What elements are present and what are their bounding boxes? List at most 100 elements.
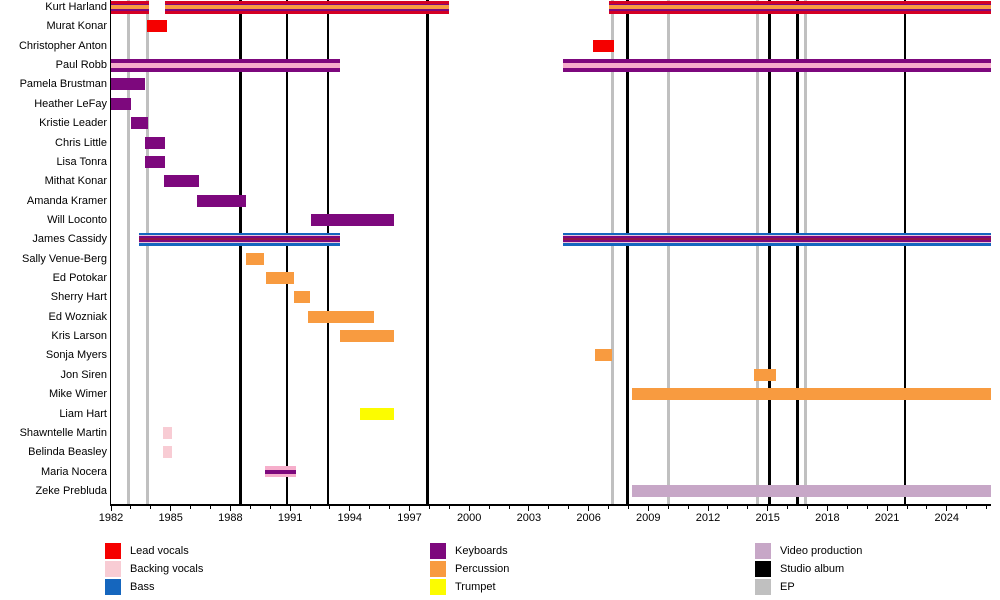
legend-swatch-purple [430, 543, 446, 559]
legend-label: Studio album [780, 563, 845, 575]
member-bar [162, 446, 172, 459]
legend-swatch-blue [105, 579, 121, 595]
x-axis-tick [986, 505, 988, 509]
x-axis-tick [787, 505, 789, 509]
legend-item: Studio album [755, 560, 1000, 578]
role-stripe-purple [111, 58, 340, 63]
role-stripe-red [146, 20, 167, 33]
x-axis-tick-label: 1988 [218, 512, 243, 524]
x-axis-tick [826, 505, 828, 511]
member-bar [359, 407, 394, 420]
role-stripe-purple [111, 67, 340, 72]
member-bar [130, 117, 148, 130]
legend-label: EP [780, 581, 795, 593]
x-axis-tick [667, 505, 669, 509]
member-bar [753, 368, 776, 381]
member-bar [162, 426, 172, 439]
role-stripe-orange [246, 252, 265, 265]
member-bar [163, 175, 199, 188]
role-stripe-blue [138, 232, 340, 236]
x-axis-tick-label: 2021 [874, 512, 900, 524]
x-axis-tick [289, 505, 291, 511]
legend-label: Backing vocals [130, 563, 204, 575]
legend-item: Percussion [430, 560, 690, 578]
legend-swatch-yellow [430, 579, 446, 595]
x-axis-tick [428, 505, 430, 509]
legend-label: Trumpet [455, 581, 496, 593]
role-stripe-purple [562, 240, 991, 243]
role-stripe-orange [111, 5, 149, 9]
x-axis-tick [707, 505, 709, 511]
member-bar [111, 78, 145, 91]
legend-swatch-ep [755, 579, 771, 595]
x-axis-tick [608, 505, 609, 509]
role-stripe-red2 [608, 0, 991, 4]
member-label: Sherry Hart [50, 291, 107, 304]
role-stripe-red_deep [138, 238, 340, 241]
x-axis-tick [508, 505, 510, 509]
x-axis-tick-label: 2006 [576, 512, 601, 524]
role-stripe-pink [162, 426, 172, 439]
role-stripe-purple [130, 117, 148, 130]
role-stripe-blue [562, 243, 991, 246]
x-axis-line [109, 504, 991, 506]
role-stripe-orange [632, 388, 991, 401]
member-label: Kris Larson [51, 330, 107, 343]
role-stripe-red [592, 39, 615, 52]
role-stripe-pink_line [562, 235, 991, 237]
x-axis-tick-label: 2003 [516, 512, 542, 524]
role-stripe-purple [265, 469, 297, 474]
role-stripe-pink_line [562, 242, 991, 244]
role-stripe-red2 [111, 0, 149, 4]
legend-item: Backing vocals [105, 560, 365, 578]
member-bar [246, 252, 265, 265]
member-label: Jon Siren [60, 368, 107, 381]
member-bar [265, 466, 297, 478]
member-bar [632, 485, 991, 497]
member-bar [308, 310, 374, 323]
role-stripe-orange [594, 349, 613, 362]
member-label: Mike Wimer [48, 388, 107, 401]
x-axis-tick [946, 505, 948, 511]
x-axis-tick-label: 1985 [158, 512, 183, 524]
legend-label: Bass [130, 581, 155, 593]
role-stripe-purple [562, 58, 991, 63]
member-bar [632, 388, 991, 401]
x-axis-tick [528, 505, 530, 511]
role-stripe-purple [111, 97, 131, 110]
x-axis-tick-label: 1997 [397, 512, 422, 524]
role-stripe-orange [266, 272, 295, 285]
member-label: Amanda Kramer [26, 194, 107, 207]
role-stripe-red2 [111, 10, 149, 14]
x-axis-tick [866, 505, 868, 509]
member-bar [111, 0, 149, 14]
x-axis-tick-label: 1994 [337, 512, 363, 524]
x-axis-tick [329, 505, 331, 509]
member-label: Kristie Leader [39, 117, 107, 130]
role-stripe-yellow [359, 407, 394, 420]
role-stripe-pink_line [138, 242, 340, 244]
role-stripe-purple [111, 9, 149, 11]
plot-left-border [109, 0, 111, 506]
member-bar [339, 330, 394, 343]
member-bar [592, 39, 615, 52]
member-label: Chris Little [55, 136, 107, 149]
member-label: James Cassidy [32, 233, 107, 246]
role-stripe-orange [308, 310, 374, 323]
x-axis-tick [190, 505, 192, 509]
member-label: Mithat Konar [44, 175, 107, 188]
x-axis-tick-label: 2009 [636, 512, 661, 524]
legend-swatch-red [105, 543, 121, 559]
x-axis-tick [409, 505, 410, 511]
role-stripe-blue [138, 243, 340, 246]
x-axis-tick [727, 505, 729, 509]
member-bar [294, 291, 310, 304]
member-bar [111, 97, 131, 110]
role-stripe-orange [753, 368, 776, 381]
member-bar [144, 136, 165, 149]
legend-label: Percussion [455, 563, 510, 575]
member-label: Belinda Beasley [28, 446, 107, 459]
x-axis-tick [210, 505, 211, 509]
member-bar [266, 272, 295, 285]
